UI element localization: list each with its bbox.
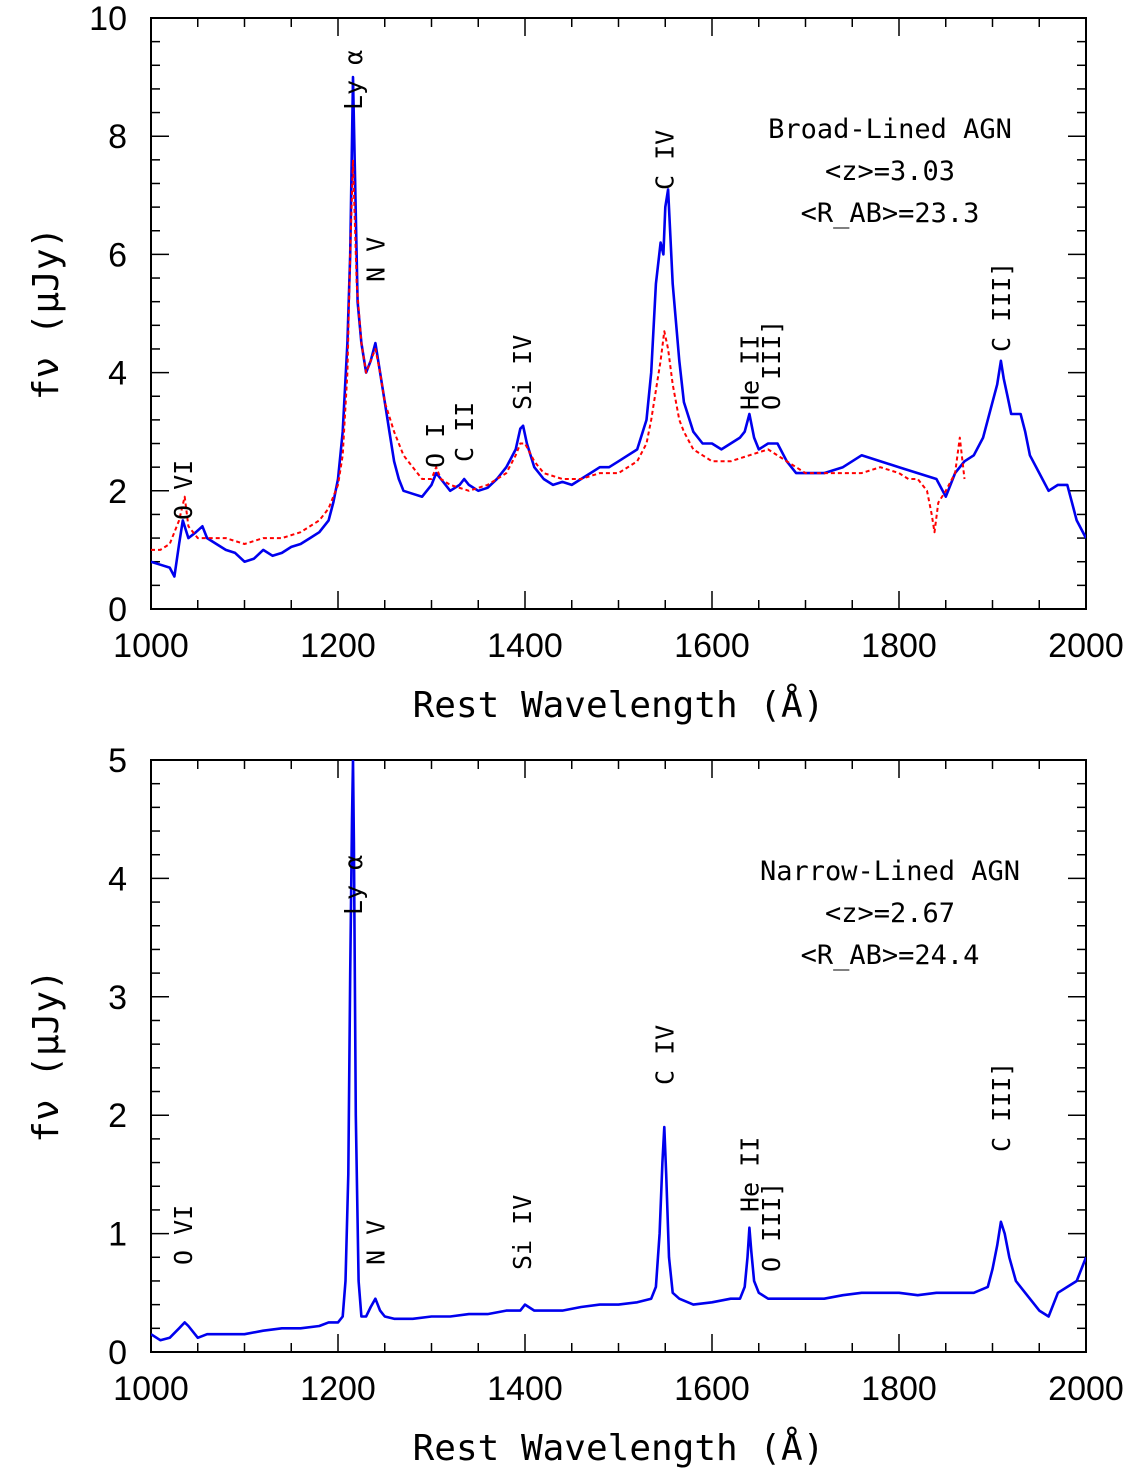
- panel-annotation: <z>=3.03: [825, 156, 955, 187]
- y-tick-label: 4: [108, 355, 127, 393]
- x-axis-title: Rest Wavelength (Å): [413, 683, 825, 726]
- emission-line-label: Si IV: [508, 335, 537, 410]
- x-tick-label: 1800: [861, 627, 937, 665]
- emission-line-label: C III]: [987, 1062, 1016, 1152]
- x-tick-label: 1200: [300, 627, 376, 665]
- emission-line-label: O III]: [757, 1182, 786, 1272]
- y-axis-title: fν (μJy): [26, 969, 67, 1142]
- panel-annotation: <R_AB>=23.3: [801, 198, 980, 229]
- x-tick-label: 1000: [113, 1370, 189, 1408]
- emission-line-label: Ly α: [339, 50, 368, 110]
- emission-line-label: He II: [735, 335, 764, 410]
- y-tick-label: 1: [108, 1216, 127, 1254]
- y-tick-label: 5: [108, 742, 127, 780]
- panel-annotation: Narrow-Lined AGN: [760, 856, 1020, 887]
- plot-frame: [150, 17, 1087, 610]
- y-axis-title: fν (μJy): [26, 227, 67, 400]
- panel-annotation: Broad-Lined AGN: [768, 114, 1012, 145]
- x-tick-label: 1000: [113, 627, 189, 665]
- x-tick-label: 1800: [861, 1370, 937, 1408]
- composite-spectrum-line: [151, 75, 1086, 578]
- plot-frame: [150, 759, 1087, 1353]
- emission-line-label: Si IV: [508, 1195, 537, 1270]
- x-tick-label: 2000: [1048, 1370, 1124, 1408]
- emission-line-label: N V: [361, 237, 390, 282]
- composite-spectrum-line: [151, 760, 1086, 1342]
- x-tick-label: 1600: [674, 627, 750, 665]
- emission-line-label: He II: [735, 1137, 764, 1212]
- emission-line-label: N V: [361, 1220, 390, 1265]
- y-tick-label: 0: [108, 591, 127, 629]
- x-tick-label: 2000: [1048, 627, 1124, 665]
- y-tick-label: 10: [89, 0, 127, 38]
- x-tick-label: 1200: [300, 1370, 376, 1408]
- emission-line-label: O I: [421, 423, 450, 468]
- y-tick-label: 6: [108, 236, 127, 274]
- panel-annotation: <z>=2.67: [825, 898, 955, 929]
- emission-line-label: C IV: [650, 1025, 679, 1085]
- y-tick-label: 8: [108, 118, 127, 156]
- emission-line-label: C IV: [650, 130, 679, 190]
- y-tick-label: 3: [108, 979, 127, 1017]
- x-tick-label: 1400: [487, 1370, 563, 1408]
- narrow-lined-panel: 1000 1200 1400 1600 1800 2000 0 1 2 3 4 5 Rest Wavel…: [26, 742, 1124, 1469]
- comparison-spectrum-line: [151, 158, 966, 551]
- emission-line-label: O VI: [169, 1205, 198, 1265]
- x-tick-label: 1600: [674, 1370, 750, 1408]
- panel-annotation: <R_AB>=24.4: [801, 940, 980, 971]
- emission-line-label: O III]: [757, 320, 786, 410]
- emission-line-label: C II: [450, 402, 479, 462]
- y-tick-label: 2: [108, 473, 127, 511]
- y-tick-label: 0: [108, 1334, 127, 1372]
- y-tick-label: 4: [108, 860, 127, 898]
- emission-line-label: O VI: [169, 460, 198, 520]
- emission-line-label: C III]: [987, 262, 1016, 352]
- y-tick-label: 2: [108, 1097, 127, 1135]
- emission-line-label: Ly α: [339, 855, 368, 915]
- x-tick-label: 1400: [487, 627, 563, 665]
- x-axis-title: Rest Wavelength (Å): [413, 1426, 825, 1469]
- broad-lined-panel: 1000 1200 1400 1600 1800 2000 0 2 4 6 8 10 Rest Wave…: [26, 0, 1124, 726]
